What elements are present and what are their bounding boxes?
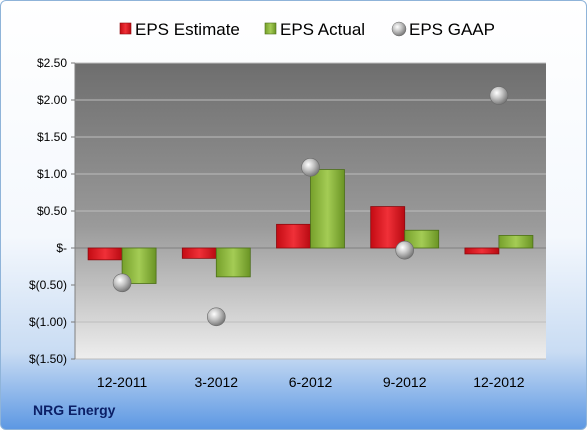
eps-actual-bar <box>498 235 534 249</box>
eps-estimate-bar <box>181 247 217 259</box>
y-tick-label: $2.50 <box>37 56 67 70</box>
y-tick-label: $1.00 <box>37 167 67 181</box>
company-name: NRG Energy <box>33 402 116 418</box>
x-category-label: 12-2012 <box>473 374 525 390</box>
eps-estimate-bar <box>464 247 500 255</box>
eps-gaap-point <box>112 273 132 293</box>
eps-actual-legend-label: EPS Actual <box>280 20 365 39</box>
y-tick-label: $1.50 <box>37 130 67 144</box>
eps-gaap-legend-marker <box>391 21 407 37</box>
x-category-label: 6-2012 <box>289 374 333 390</box>
y-tick-label: $2.00 <box>37 93 67 107</box>
x-category-label: 12-2011 <box>97 374 148 390</box>
gaap-points <box>112 86 509 327</box>
x-axis-labels: 12-2011 3-2012 6-2012 9-2012 12-2012 <box>97 374 525 390</box>
eps-estimate-legend-label: EPS Estimate <box>135 20 240 39</box>
y-axis-ticks: $2.50 $2.00 $1.50 $1.00 $0.50 $- $(0.50) $(1.00… <box>29 56 67 366</box>
y-tick-label: $(1.50) <box>29 352 67 366</box>
eps-actual-bar <box>310 169 345 249</box>
eps-actual-bar <box>215 247 251 278</box>
eps-estimate-bar <box>87 247 123 261</box>
bars <box>87 169 534 284</box>
eps-estimate-bar <box>370 206 406 249</box>
eps-gaap-legend-label: EPS GAAP <box>409 20 495 39</box>
eps-actual-legend-marker <box>264 22 277 35</box>
y-tick-label: $- <box>56 241 67 255</box>
eps-gaap-point <box>207 307 226 327</box>
eps-gaap-point <box>395 240 415 260</box>
eps-estimate-bar <box>276 223 311 249</box>
y-tick-label: $(1.00) <box>29 315 67 329</box>
y-tick-label: $(0.50) <box>29 278 67 292</box>
eps-gaap-point <box>301 158 320 177</box>
x-category-label: 3-2012 <box>195 374 239 390</box>
legend: EPS Estimate EPS Actual EPS GAAP <box>119 20 495 39</box>
y-tick-label: $0.50 <box>37 204 67 218</box>
eps-actual-bar <box>404 229 440 249</box>
eps-estimate-legend-marker <box>119 22 132 35</box>
x-category-label: 9-2012 <box>383 374 427 390</box>
eps-gaap-point <box>489 86 509 105</box>
